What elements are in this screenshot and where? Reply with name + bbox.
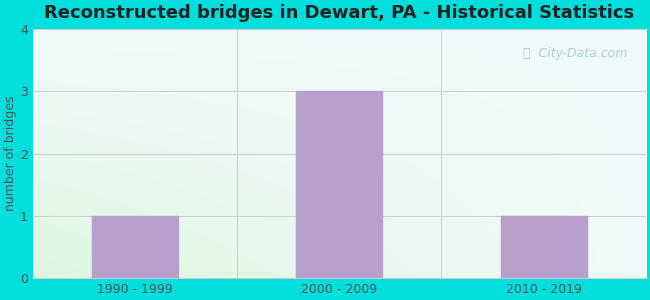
Bar bbox=[296, 92, 382, 278]
Bar bbox=[92, 216, 178, 278]
Y-axis label: number of bridges: number of bridges bbox=[4, 96, 17, 212]
Bar bbox=[500, 216, 586, 278]
Text: ⓘ  City-Data.com: ⓘ City-Data.com bbox=[523, 47, 627, 60]
Title: Reconstructed bridges in Dewart, PA - Historical Statistics: Reconstructed bridges in Dewart, PA - Hi… bbox=[44, 4, 634, 22]
